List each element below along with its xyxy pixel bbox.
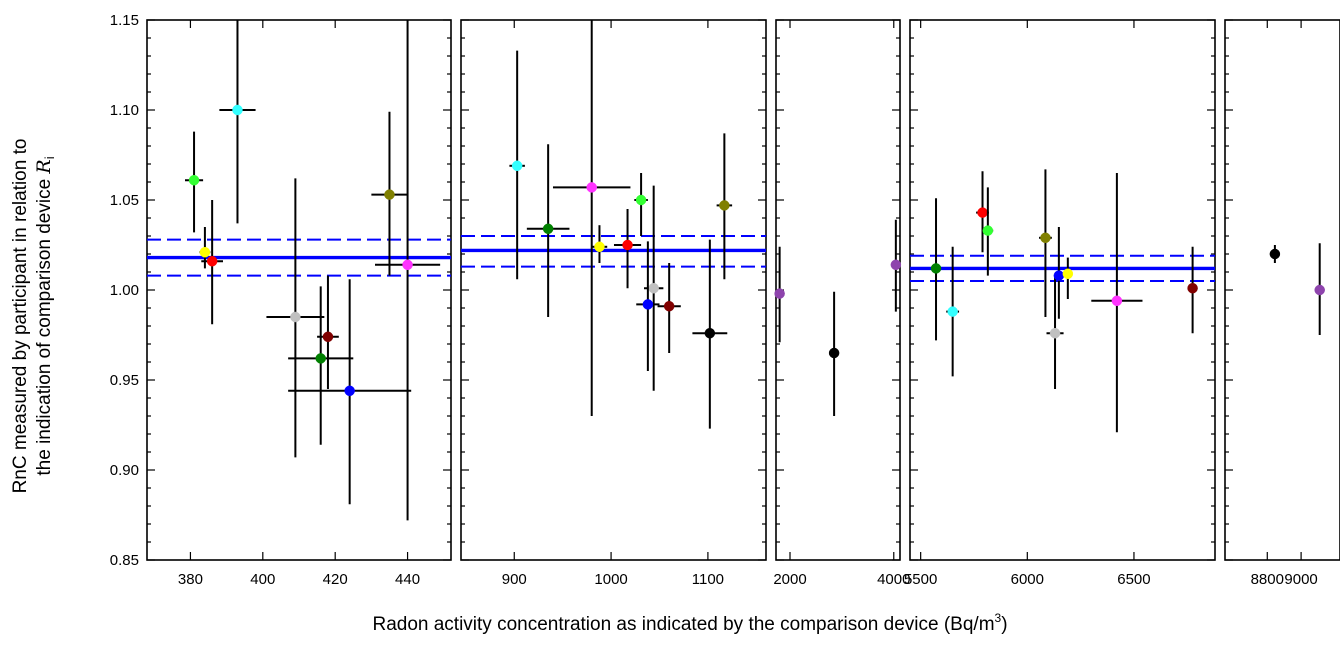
- data-point-silver: [648, 282, 659, 294]
- data-point-maroon: [322, 331, 334, 343]
- data-point-olive: [719, 200, 730, 211]
- data-point-black: [828, 347, 840, 359]
- y-tick-label: 1.00: [110, 282, 139, 299]
- data-point-red: [206, 255, 218, 267]
- x-axis-title-text: Radon activity concentration as indicate…: [372, 614, 994, 635]
- panel-4-x-tick-label: 6000: [1011, 571, 1044, 588]
- data-point-magenta: [586, 182, 597, 193]
- y-tick-label: 0.85: [110, 552, 139, 569]
- y-tick-label: 0.90: [110, 462, 139, 479]
- data-point-cyan: [947, 306, 958, 317]
- data-point-green: [315, 353, 326, 364]
- panel-5-x-tick-label: 9000: [1284, 571, 1317, 588]
- panel-2-frame: [460, 19, 767, 561]
- data-point-red: [977, 207, 988, 218]
- data-point-cyan: [232, 104, 243, 116]
- panel-5-x-tick-label: 8800: [1251, 571, 1284, 588]
- x-axis-title-close: ): [1001, 614, 1007, 635]
- y-axis-title: RnC measured by participant in relation …: [10, 139, 31, 494]
- data-point-lime: [188, 174, 200, 186]
- data-point-yellow: [1062, 268, 1074, 280]
- y-axis-title-symbol: R: [33, 159, 55, 174]
- panel-1-x-tick-label: 440: [395, 571, 420, 588]
- panel-1-x-tick-label: 420: [323, 571, 348, 588]
- panel-3-x-tick-label: 4000: [877, 571, 910, 588]
- data-point-olive: [1040, 232, 1051, 244]
- panel-2-x-tick-label: 900: [502, 571, 527, 588]
- y-tick-label: 1.10: [110, 102, 139, 119]
- data-point-blue: [344, 385, 355, 397]
- chart-marks: 0.85 0.90 0.95 1.00 1.05 1.10 1.15 380 400 420 440…: [110, 12, 1340, 588]
- panel-3-frame: [775, 19, 901, 561]
- panel-4-frame: [909, 19, 1216, 561]
- data-point-maroon: [663, 300, 675, 312]
- data-point-green: [542, 223, 554, 235]
- data-point-yellow: [199, 246, 211, 258]
- panel-2-x-tick-label: 1100: [692, 571, 724, 588]
- data-point-blue: [642, 299, 654, 310]
- panel-4-x-tick-label: 5500: [904, 571, 937, 588]
- y-axis-title-subscript: i: [42, 156, 57, 159]
- data-point-silver: [1049, 327, 1061, 339]
- panel-4-x-tick-label: 6500: [1117, 571, 1150, 588]
- data-point-blue: [1053, 270, 1065, 281]
- data-point-cyan: [511, 160, 523, 172]
- data-point-magenta: [1111, 295, 1123, 307]
- panel-3-x-tick-label: 2000: [773, 571, 806, 588]
- y-tick-label: 1.15: [110, 12, 139, 29]
- data-point-black: [704, 327, 716, 339]
- data-point-purple: [890, 259, 902, 271]
- data-point-lime: [982, 225, 994, 236]
- data-point-yellow: [594, 241, 605, 253]
- panel-2-x-tick-label: 1000: [594, 571, 627, 588]
- x-axis-title: Radon activity concentration as indicate…: [372, 611, 1007, 635]
- data-point-black: [1269, 248, 1281, 260]
- data-point-olive: [384, 189, 395, 200]
- panel-1-x-tick-label: 380: [178, 571, 203, 588]
- x-axis-title-superscript: 3: [995, 611, 1002, 625]
- data-point-red: [622, 239, 633, 251]
- y-axis-title-line1: RnC measured by participant in relation …: [10, 139, 31, 494]
- panel-1-frame: [146, 19, 452, 561]
- y-tick-label: 0.95: [110, 372, 139, 389]
- data-point-green: [930, 263, 942, 274]
- y-tick-label: 1.05: [110, 192, 139, 209]
- data-point-purple: [1314, 284, 1325, 296]
- y-axis-title-line2: the indication of comparison device: [34, 174, 55, 476]
- data-point-lime: [635, 194, 647, 206]
- y-axis-title-2: the indication of comparison device Ri: [33, 156, 57, 475]
- data-point-magenta: [402, 259, 413, 271]
- panel-1-x-tick-label: 400: [250, 571, 275, 588]
- data-point-purple: [774, 288, 785, 299]
- data-point-maroon: [1187, 282, 1198, 294]
- data-point-silver: [290, 311, 301, 323]
